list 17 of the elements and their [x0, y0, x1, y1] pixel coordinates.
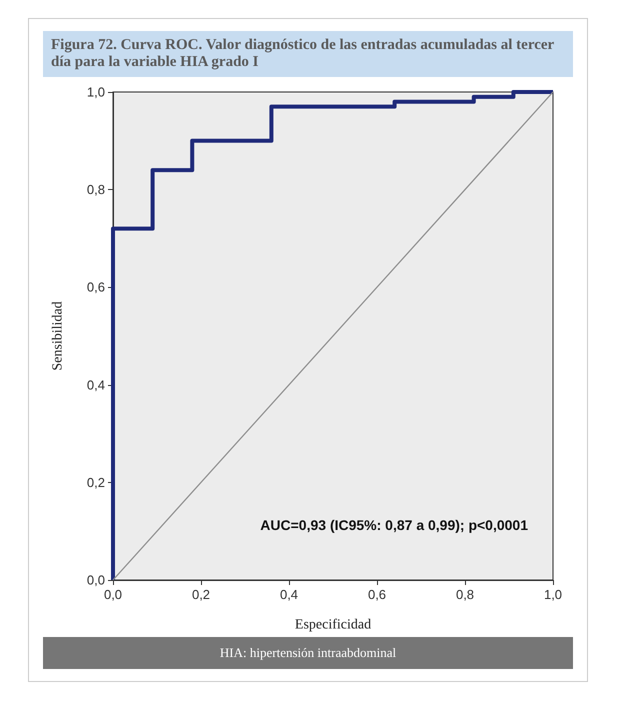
x-tick-label: 1,0	[544, 587, 562, 602]
y-tick-label: 0,6	[86, 280, 105, 295]
annotation: AUC=0,93 (IC95%: 0,87 a 0,99); p<0,0001	[260, 517, 528, 533]
y-tick-label: 0,0	[86, 572, 105, 588]
text: HIA: hipertensión intraabdominal	[43, 637, 573, 669]
x-tick-label: 0,0	[104, 587, 122, 602]
y-tick-label: 0,4	[86, 377, 105, 392]
x-axis-title: Especificidad	[294, 618, 372, 632]
x-tick-label: 0,4	[280, 587, 298, 602]
y-tick-label: 1,0	[86, 84, 105, 100]
y-axis-title: Sensibilidad	[50, 301, 66, 371]
chart-title: Figura 72. Curva ROC. Valor diagnóstico de las entradas acumuladas al tercer día para la variable HIA grado I	[43, 31, 573, 77]
y-tick-label: 0,2	[86, 474, 105, 490]
y-tick-label: 0,8	[86, 182, 105, 198]
x-tick-label: 0,6	[368, 587, 386, 602]
x-tick-label: 0,8	[456, 587, 474, 602]
x-tick-label: 0,2	[192, 587, 210, 602]
